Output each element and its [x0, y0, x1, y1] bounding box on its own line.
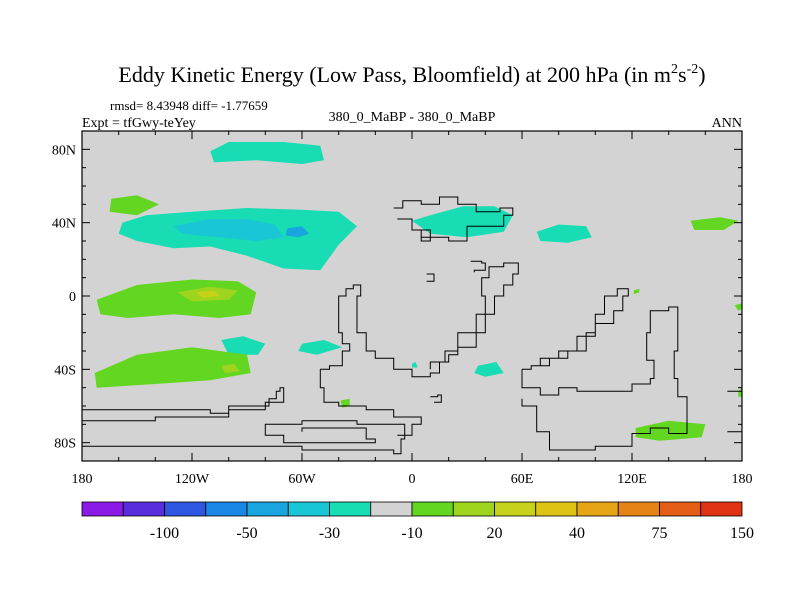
x-tick-label: 0	[409, 472, 416, 487]
colorbar: -100 -50 -30 -10 20 40 75 150	[81, 501, 754, 542]
coastline-2	[320, 262, 519, 378]
chart-title: Eddy Kinetic Energy (Low Pass, Bloomfiel…	[118, 62, 705, 87]
colorbar-swatch	[659, 501, 702, 517]
contour-fill-layer	[94, 142, 742, 441]
chart-title-superscript-1: 2	[671, 62, 678, 77]
contour-region-19	[734, 303, 742, 311]
contour-region-4	[412, 206, 513, 238]
colorbar-label: 40	[569, 525, 585, 542]
experiment-label: Expt = tfGwy-teYey	[82, 116, 196, 131]
contour-region-9	[412, 362, 418, 368]
colorbar-label: 20	[487, 525, 503, 542]
coastline-12	[426, 273, 435, 282]
x-tick-label: 60E	[511, 472, 534, 487]
colorbar-label: 75	[652, 525, 668, 542]
axis-ticks	[81, 130, 743, 462]
coastline-6	[522, 288, 629, 370]
colorbar-label: -30	[319, 525, 340, 542]
y-tick-label: 80S	[54, 437, 76, 452]
colorbar-label: -100	[150, 525, 179, 542]
contour-region-17	[635, 420, 706, 441]
colorbar-swatch	[205, 501, 248, 517]
contour-region-7	[298, 340, 343, 355]
colorbar-swatch	[287, 501, 330, 517]
colorbar-swatch	[617, 501, 660, 517]
coastline-9	[727, 387, 742, 392]
x-tick-label: 180	[732, 472, 753, 487]
colorbar-label: 150	[730, 525, 754, 542]
coastline-5	[412, 229, 431, 242]
coastline-4	[393, 196, 514, 242]
comparison-label: 380_0_MaBP - 380_0_MaBP	[329, 110, 496, 125]
colorbar-swatch	[494, 501, 537, 517]
x-tick-label: 120E	[617, 472, 647, 487]
y-tick-label: 40S	[54, 363, 76, 378]
x-tick-label: 180	[72, 472, 93, 487]
y-tick-label: 0	[69, 290, 76, 305]
contour-region-2	[285, 226, 310, 238]
colorbar-swatch	[700, 501, 743, 517]
x-tick-label: 120W	[175, 472, 210, 487]
coastline-0	[82, 387, 285, 428]
colorbar-swatch	[370, 501, 413, 517]
coastline-1	[82, 420, 406, 455]
y-tick-label: 40N	[52, 217, 76, 232]
contour-region-12	[195, 290, 220, 298]
contour-region-15	[109, 195, 159, 216]
chart-title-superscript-2: -2	[687, 62, 699, 77]
colorbar-swatch	[246, 501, 289, 517]
colorbar-swatch	[122, 501, 165, 517]
coastline-8	[727, 428, 742, 433]
colorbar-swatch	[329, 501, 372, 517]
colorbar-swatch	[81, 501, 124, 517]
chart-title-mid: s	[678, 62, 687, 87]
y-tick-label: 80N	[52, 143, 76, 158]
contour-region-18	[738, 387, 742, 397]
coastline-7	[521, 306, 688, 451]
contour-region-16	[690, 217, 739, 230]
contour-region-13	[94, 347, 251, 388]
x-axis-labels: 180 120W 60W 0 60E 120E 180	[72, 472, 753, 487]
contour-region-5	[536, 224, 592, 243]
stats-text: rmsd= 8.43948 diff= -1.77659	[110, 98, 268, 113]
period-label: ANN	[712, 116, 742, 131]
contour-region-8	[474, 362, 504, 377]
contour-region-20	[633, 288, 640, 295]
contour-region-1	[173, 219, 284, 241]
colorbar-swatch	[164, 501, 207, 517]
chart-title-main: Eddy Kinetic Energy (Low Pass, Bloomfiel…	[118, 62, 671, 87]
colorbar-label: -10	[401, 525, 422, 542]
coastline-11	[470, 260, 486, 273]
y-axis-labels: 80N 40N 0 40S 80S	[52, 143, 76, 451]
coastline-layer	[82, 196, 742, 455]
chart-title-close: )	[698, 62, 705, 87]
colorbar-label: -50	[236, 525, 257, 542]
coastline-10	[430, 394, 442, 403]
colorbar-swatch	[535, 501, 578, 517]
x-tick-label: 60W	[288, 472, 316, 487]
contour-region-3	[210, 142, 324, 164]
contour-region-6	[221, 336, 266, 355]
colorbar-swatch	[576, 501, 619, 517]
colorbar-swatch	[452, 501, 495, 517]
contour-region-14	[221, 363, 240, 373]
colorbar-swatch	[411, 501, 454, 517]
coastline-3	[319, 369, 422, 436]
